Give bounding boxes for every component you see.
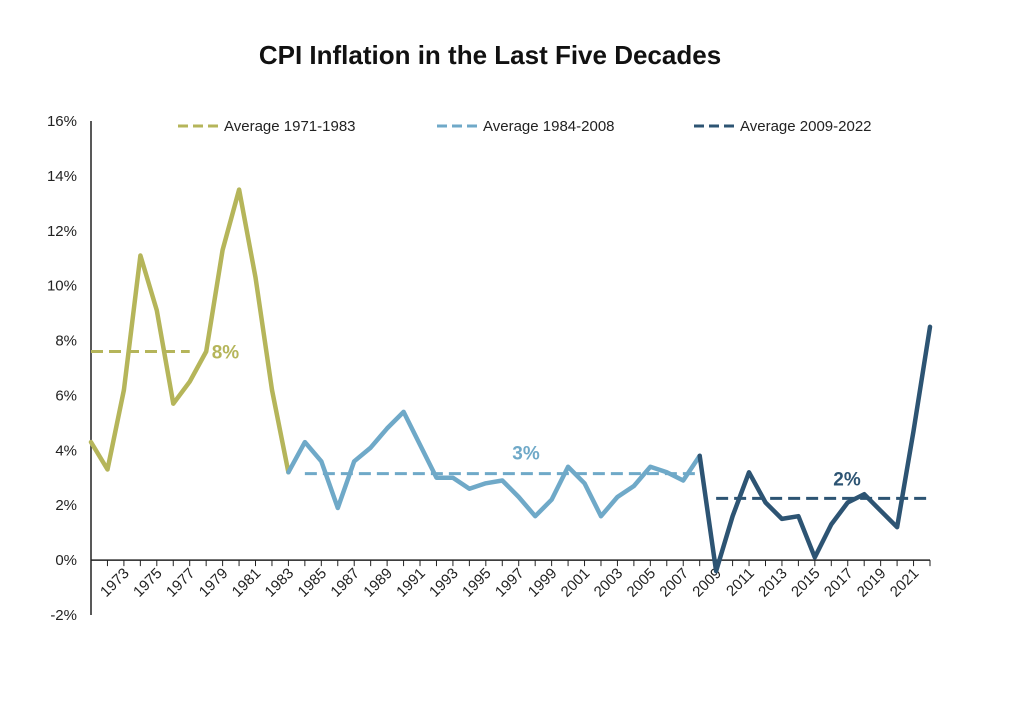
- x-tick-label: 2001: [558, 565, 594, 601]
- y-tick-label: 12%: [47, 223, 77, 240]
- x-tick-label: 2017: [821, 565, 857, 601]
- series-lines: [91, 190, 930, 571]
- x-tick-label: 2019: [854, 565, 890, 601]
- x-tick-label: 1977: [163, 565, 199, 601]
- y-tick-label: 16%: [47, 113, 77, 130]
- series-line: [91, 190, 288, 473]
- x-tick-label: 2011: [723, 565, 758, 600]
- x-tick-label: 1973: [97, 565, 133, 601]
- average-value-label: 8%: [212, 343, 240, 364]
- average-value-label: 3%: [512, 444, 540, 465]
- x-tick-label: 2021: [887, 565, 923, 601]
- x-tick-label: 1979: [196, 565, 232, 601]
- series-line: [288, 412, 699, 516]
- x-tick-label: 1993: [426, 565, 462, 601]
- average-lines: 8% 3% 2%: [91, 343, 930, 499]
- y-tick-label: 2%: [55, 497, 77, 514]
- x-tick-label: 2013: [755, 565, 791, 601]
- x-tick-label: 1981: [229, 565, 265, 601]
- y-tick-label: 6%: [55, 387, 77, 404]
- x-tick-label: 2003: [591, 565, 627, 601]
- x-tick-label: 1975: [130, 565, 166, 601]
- y-tick-label: 4%: [55, 442, 77, 459]
- legend-entry: Average 1984-2008: [483, 118, 615, 135]
- y-tick-label: 0%: [55, 552, 77, 569]
- x-tick-label: 1995: [459, 565, 495, 601]
- x-tick-label: 2015: [788, 565, 824, 601]
- y-tick-label: 14%: [47, 168, 77, 185]
- x-tick-label: 2007: [656, 565, 692, 601]
- x-tick-label: 2005: [624, 565, 660, 601]
- x-tick-label: 1991: [393, 565, 429, 601]
- average-value-label: 2%: [833, 469, 861, 490]
- x-tick-label: 1997: [492, 565, 528, 601]
- x-tick-label: 2009: [689, 565, 725, 601]
- y-tick-label: 10%: [47, 278, 77, 295]
- legend-entry: Average 1971-1983: [224, 118, 356, 135]
- x-tick-label: 1989: [360, 565, 396, 601]
- x-tick-label: 1987: [327, 565, 363, 601]
- x-tick-label: 1985: [295, 565, 331, 601]
- axes: -2% 0% 2% 4% 6% 8% 10% 12% 14% 16% 197319751977197…: [47, 113, 930, 624]
- x-tick-label: 1999: [525, 565, 561, 601]
- legend-entry: Average 2009-2022: [740, 118, 872, 135]
- y-tick-label: 8%: [55, 333, 77, 350]
- legend: Average 1971-1983 Average 1984-2008 Averag…: [178, 118, 872, 135]
- y-tick-label: -2%: [50, 607, 77, 624]
- x-tick-label: 1983: [262, 565, 298, 601]
- series-line: [700, 327, 930, 571]
- line-chart: -2% 0% 2% 4% 6% 8% 10% 12% 14% 16% 197319751977197…: [0, 0, 1024, 709]
